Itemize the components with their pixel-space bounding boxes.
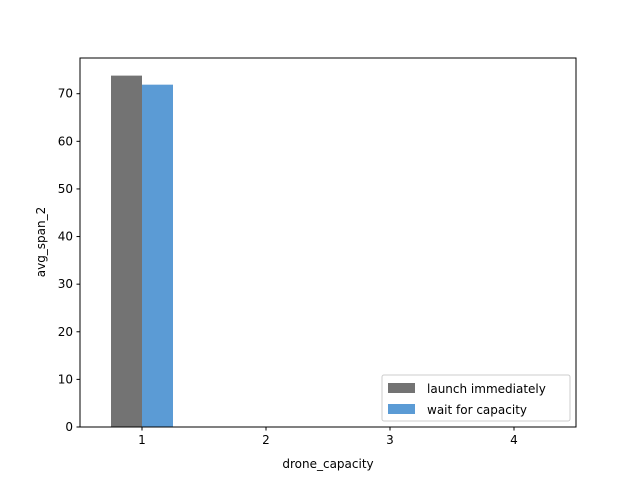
y-tick-label: 10: [58, 372, 73, 386]
legend-swatch: [388, 404, 415, 414]
bar-wait-for-capacity-1: [142, 84, 173, 428]
legend-box: [381, 374, 571, 422]
x-ticks-group: 1 2 3 4: [138, 427, 518, 447]
y-tick-label: 30: [58, 277, 73, 291]
y-ticks-group: 0 10 20 30 40 50 60 70: [58, 87, 80, 434]
y-tick-label: 40: [58, 230, 73, 244]
bars-group: [111, 75, 173, 428]
bar-launch-immediately-1: [111, 75, 142, 428]
plot-frame: [79, 57, 577, 428]
y-tick-label: 0: [65, 420, 73, 434]
legend-label: launch immediately: [427, 382, 546, 396]
x-tick-label: 2: [262, 433, 270, 447]
y-tick-label: 20: [58, 325, 73, 339]
y-tick-label: 50: [58, 182, 73, 196]
legend-label: wait for capacity: [427, 403, 527, 417]
y-tick-label: 60: [58, 134, 73, 148]
x-tick-label: 4: [510, 433, 518, 447]
x-axis-label: drone_capacity: [282, 457, 373, 471]
y-tick-label: 70: [58, 87, 73, 101]
x-tick-label: 1: [138, 433, 146, 447]
legend: launch immediately wait for capacity: [381, 374, 571, 422]
legend-swatch: [388, 383, 415, 393]
x-tick-label: 3: [386, 433, 394, 447]
y-axis-label: avg_span_2: [34, 207, 48, 278]
